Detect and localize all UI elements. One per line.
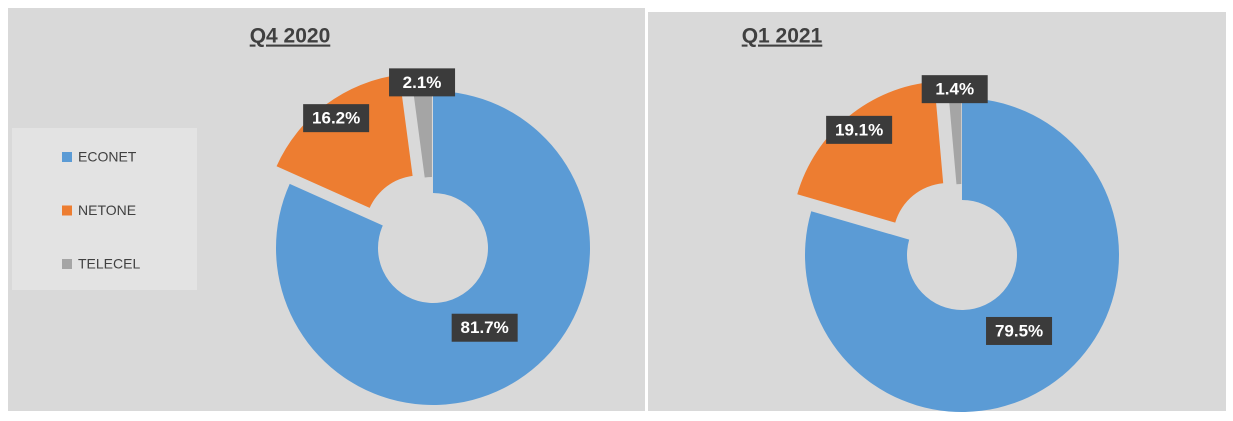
legend-box bbox=[12, 128, 197, 290]
data-label-box bbox=[389, 68, 456, 97]
donut-slice bbox=[797, 81, 944, 223]
donut-slice bbox=[411, 75, 432, 178]
legend-label: NETONE bbox=[78, 202, 136, 218]
legend-swatch bbox=[62, 152, 72, 162]
data-label-box bbox=[986, 316, 1053, 345]
data-label: 79.5% bbox=[995, 321, 1043, 340]
legend-swatch bbox=[62, 259, 72, 269]
data-label-box bbox=[303, 104, 370, 133]
legend-label: ECONET bbox=[78, 149, 137, 165]
chart-title: Q4 2020 bbox=[250, 25, 331, 48]
data-label-box bbox=[451, 313, 518, 342]
donut-slice bbox=[947, 82, 962, 185]
legend-label: TELECEL bbox=[78, 256, 140, 272]
data-label: 16.2% bbox=[312, 109, 360, 128]
data-label: 1.4% bbox=[935, 80, 974, 99]
data-label: 81.7% bbox=[461, 318, 509, 337]
data-label-box bbox=[826, 115, 893, 144]
donut-slice bbox=[276, 74, 413, 208]
data-label-box bbox=[921, 75, 988, 104]
data-label: 19.1% bbox=[835, 120, 883, 139]
chart-title: Q1 2021 bbox=[742, 25, 823, 48]
legend-swatch bbox=[62, 205, 72, 216]
data-label: 2.1% bbox=[403, 73, 442, 92]
